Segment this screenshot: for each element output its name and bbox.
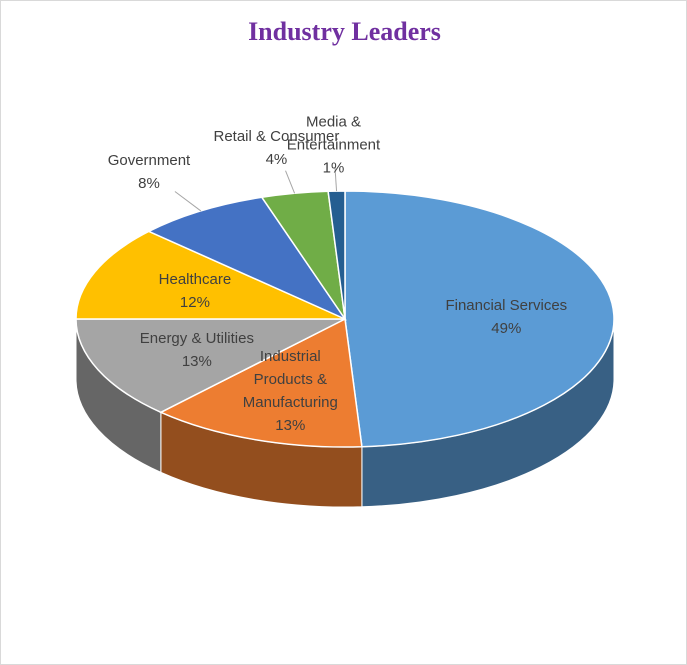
- pie-slice: [75, 230, 346, 320]
- category-label: Energy & Utilities: [139, 329, 254, 347]
- value-label: 13%: [181, 352, 212, 370]
- category-label: Government: [107, 152, 191, 170]
- leader-line: [174, 191, 202, 212]
- leader-line: [285, 170, 296, 194]
- data-label: Industrial Products & Manufacturing 13%: [230, 345, 350, 437]
- data-label: Healthcare 12%: [130, 268, 260, 314]
- category-label: Retail & Consumer: [213, 128, 340, 145]
- chart-title: Industry Leaders: [248, 17, 441, 46]
- data-label: Energy & Utilities 13%: [132, 327, 262, 373]
- data-label: Media & Entertainment 1%: [269, 111, 399, 180]
- value-label: 12%: [179, 293, 210, 311]
- value-label: 4%: [265, 151, 288, 168]
- data-label: Retail & Consumer 4%: [211, 125, 341, 171]
- leader-line: [334, 168, 338, 192]
- pie-slice: [159, 317, 363, 448]
- category-label: Healthcare: [158, 270, 232, 288]
- value-label: 8%: [138, 175, 160, 193]
- category-label: Financial Services: [445, 296, 568, 314]
- value-label: 1%: [322, 159, 345, 177]
- value-label: 49%: [491, 319, 522, 337]
- data-label: Financial Services 49%: [441, 294, 571, 340]
- value-label: 13%: [275, 417, 306, 435]
- pie-slice: [75, 318, 346, 414]
- pie-slice: [327, 190, 346, 320]
- pie-slice: [344, 190, 615, 448]
- category-label: Media & Entertainment: [286, 113, 381, 154]
- category-label: Industrial Products & Manufacturing: [242, 348, 338, 412]
- data-label: Government 8%: [84, 149, 214, 195]
